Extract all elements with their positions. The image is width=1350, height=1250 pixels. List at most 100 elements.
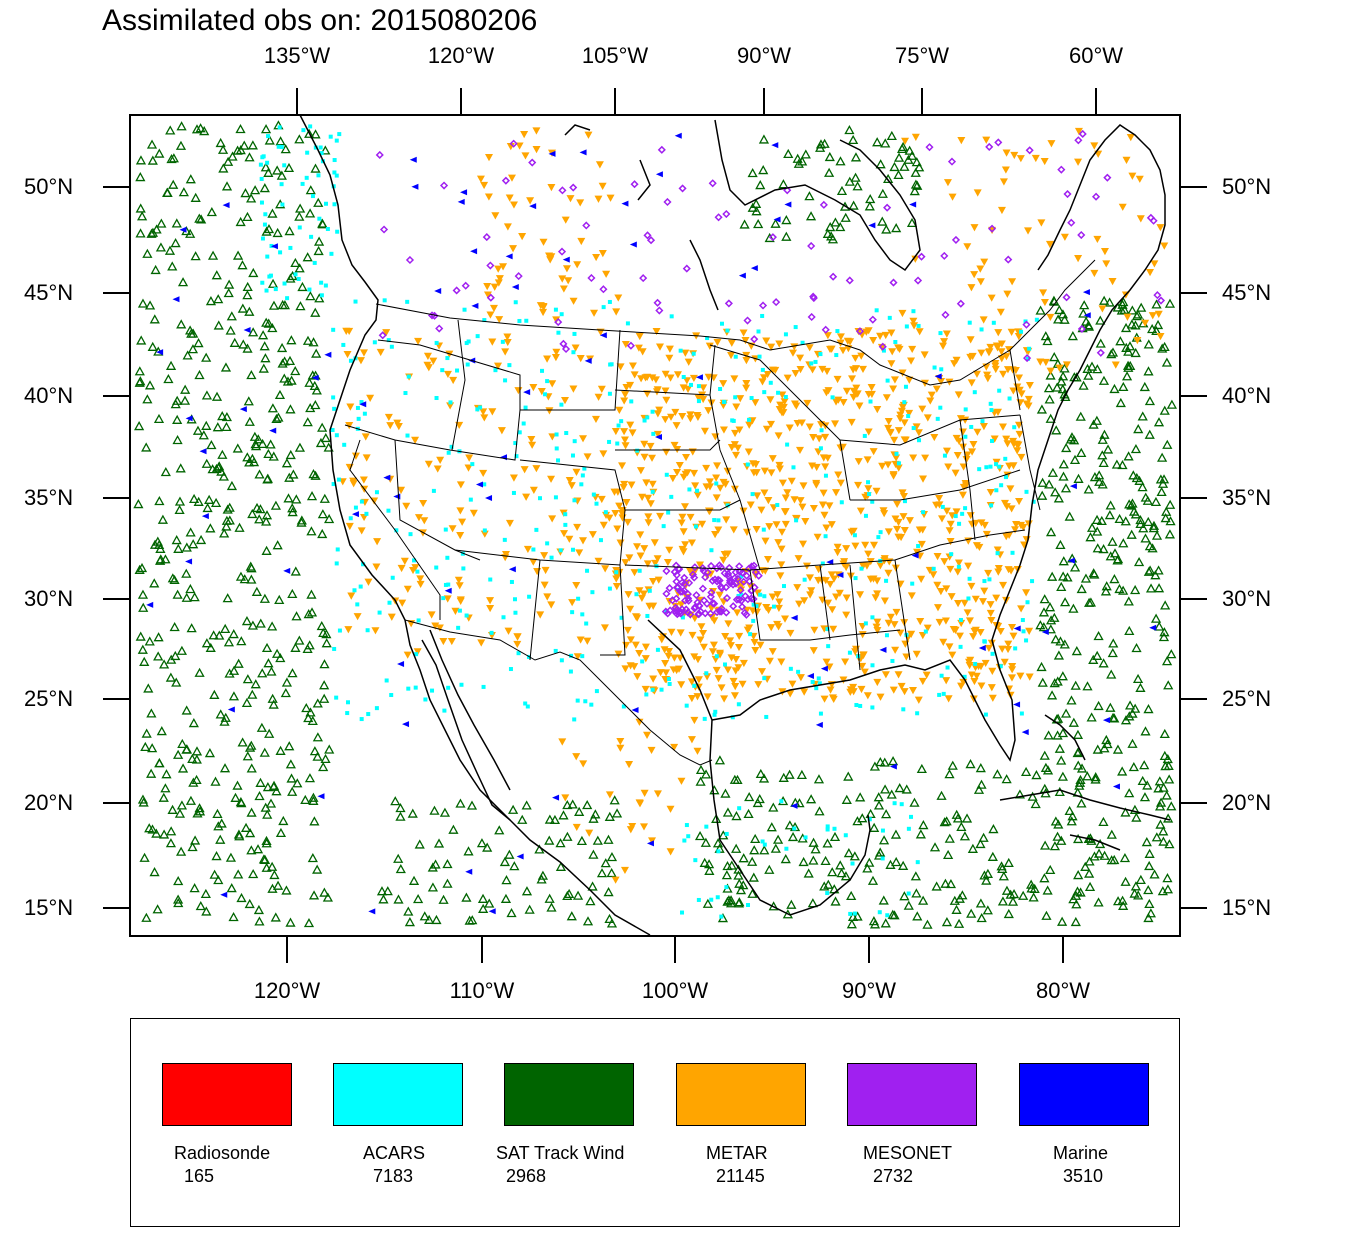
- acars-marker: [733, 354, 738, 359]
- sat-track-wind-marker: [804, 191, 815, 201]
- sat-track-wind-marker: [165, 125, 176, 135]
- acars-marker: [607, 586, 612, 591]
- metar-marker: [419, 499, 428, 508]
- sat-track-wind-marker: [1106, 855, 1117, 865]
- metar-marker: [932, 501, 941, 509]
- sat-track-wind-marker: [1064, 805, 1075, 816]
- metar-marker: [933, 553, 942, 561]
- sat-track-wind-marker: [218, 163, 229, 173]
- sat-track-wind-marker: [506, 907, 517, 918]
- acars-marker: [962, 674, 967, 679]
- sat-track-wind-marker: [1083, 484, 1094, 494]
- marine-marker: [351, 511, 359, 518]
- metar-marker: [394, 423, 403, 431]
- acars-marker: [650, 489, 655, 494]
- acars-marker: [751, 618, 756, 623]
- sat-track-wind-marker: [1045, 864, 1056, 875]
- sat-track-wind-marker: [312, 732, 323, 742]
- metar-marker: [702, 464, 711, 473]
- sat-track-wind-marker: [210, 776, 221, 786]
- sat-track-wind-marker: [824, 151, 835, 162]
- metar-marker: [768, 648, 777, 656]
- sat-track-wind-marker: [596, 868, 608, 878]
- metar-marker: [826, 686, 835, 694]
- metar-marker: [561, 397, 570, 405]
- metar-marker: [942, 585, 951, 593]
- metar-marker: [386, 422, 395, 430]
- acars-marker: [564, 431, 569, 436]
- sat-track-wind-marker: [1135, 874, 1146, 884]
- sat-track-wind-marker: [1131, 812, 1142, 822]
- metar-marker: [540, 581, 549, 589]
- sat-track-wind-marker: [134, 564, 145, 574]
- sat-track-wind-marker: [407, 808, 418, 818]
- mesonet-marker: [461, 281, 470, 290]
- mesonet-marker: [375, 150, 384, 160]
- acars-marker: [793, 325, 798, 330]
- acars-marker: [523, 701, 528, 706]
- acars-marker: [745, 462, 750, 467]
- metar-marker: [1126, 134, 1135, 142]
- sat-track-wind-marker: [1164, 529, 1176, 539]
- metar-marker: [742, 356, 751, 365]
- metar-marker: [433, 465, 442, 473]
- sat-track-wind-marker: [606, 918, 618, 928]
- metar-marker: [614, 650, 623, 658]
- metar-marker: [795, 446, 804, 455]
- metar-marker: [961, 416, 970, 424]
- metar-marker: [851, 354, 860, 363]
- metar-marker: [646, 500, 655, 508]
- metar-marker: [915, 526, 924, 534]
- acars-marker: [645, 415, 650, 420]
- acars-marker: [572, 439, 577, 444]
- acars-marker: [916, 323, 921, 328]
- sat-track-wind-marker: [242, 751, 253, 761]
- sat-track-wind-marker: [1132, 673, 1144, 684]
- acars-marker: [461, 566, 466, 571]
- acars-marker: [559, 312, 564, 317]
- metar-marker: [699, 384, 708, 392]
- mesonet-marker: [722, 593, 732, 603]
- sat-track-wind-marker: [272, 165, 283, 175]
- sat-track-wind-marker: [205, 523, 216, 533]
- metar-marker: [809, 434, 818, 442]
- acars-marker: [635, 448, 640, 453]
- acars-marker: [619, 615, 624, 620]
- sat-track-wind-marker: [285, 404, 296, 414]
- sat-track-wind-marker: [1058, 471, 1069, 481]
- metar-marker: [900, 436, 909, 444]
- metar-marker: [677, 519, 686, 527]
- metar-marker: [672, 666, 681, 675]
- acars-marker: [279, 182, 284, 187]
- legend-label: METAR: [706, 1143, 768, 1163]
- sat-track-wind-marker: [304, 773, 316, 783]
- sat-track-wind-marker: [997, 896, 1009, 906]
- acars-marker: [266, 134, 271, 139]
- metar-marker: [880, 510, 889, 518]
- acars-marker: [1031, 499, 1036, 504]
- sat-track-wind-marker: [720, 788, 731, 798]
- metar-marker: [522, 493, 531, 501]
- sat-track-wind-marker: [944, 769, 955, 779]
- sat-track-wind-marker: [1155, 797, 1167, 807]
- sat-track-wind-marker: [324, 513, 335, 524]
- acars-marker: [1012, 425, 1017, 430]
- sat-track-wind-marker: [153, 651, 164, 661]
- sat-track-wind-marker: [237, 303, 248, 313]
- sat-track-wind-marker: [169, 621, 180, 632]
- metar-marker: [968, 448, 977, 456]
- acars-marker: [870, 499, 875, 504]
- sat-track-wind-marker: [609, 795, 620, 805]
- acars-marker: [434, 396, 439, 401]
- acars-marker: [783, 394, 788, 399]
- sat-track-wind-marker: [758, 134, 770, 144]
- mesonet-marker: [673, 583, 683, 592]
- acars-marker: [1020, 618, 1025, 623]
- metar-marker: [597, 385, 606, 394]
- sat-track-wind-marker: [1135, 514, 1146, 525]
- metar-marker: [514, 387, 523, 395]
- metar-marker: [783, 374, 792, 382]
- sat-track-wind-marker: [909, 797, 920, 807]
- legend-item-metar: METAR 21145: [676, 1063, 806, 1186]
- metar-marker: [684, 358, 693, 366]
